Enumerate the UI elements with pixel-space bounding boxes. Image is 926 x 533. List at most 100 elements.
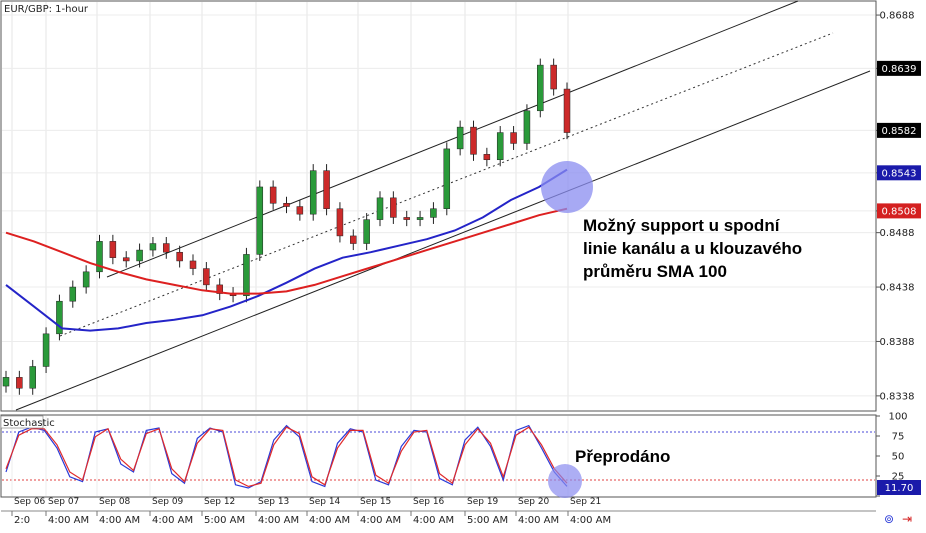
time-date-label-6: Sep 14 — [309, 497, 341, 507]
candle-body-15 — [203, 268, 210, 286]
time-label-1: 4:00 AM — [48, 515, 89, 526]
candle-body-34 — [456, 126, 464, 150]
time-date-label-10: Sep 20 — [518, 497, 550, 507]
candle-body-18 — [243, 254, 250, 297]
time-label-6: 4:00 AM — [309, 515, 350, 526]
candle-body-32 — [430, 208, 437, 218]
price-badge-label-2: 0.8543 — [882, 168, 917, 179]
candle-body-22 — [296, 206, 304, 215]
candle-body-7 — [96, 241, 103, 273]
candle-body-20 — [269, 186, 277, 204]
price-tick-label-7: 0.8388 — [880, 337, 915, 348]
candle-body-40 — [537, 64, 544, 112]
stochastic-line-pct-d — [5, 426, 568, 488]
stochastic-title-bg — [0, 415, 44, 429]
price-axis: 0.8688 0.8488 0.8438 0.8388 0.8338 — [876, 11, 915, 402]
price-badge-0 — [877, 60, 921, 76]
candle-body-35 — [470, 126, 477, 155]
time-date-label-4: Sep 12 — [204, 497, 235, 507]
candle-body-16 — [216, 284, 223, 294]
time-date-label-9: Sep 19 — [467, 497, 499, 507]
price-tick-label-0: 0.8688 — [880, 11, 915, 22]
stoch-tick-label-2: 50 — [892, 452, 905, 463]
time-label-10: 4:00 AM — [518, 515, 559, 526]
ma-line-sma-100 — [5, 168, 568, 332]
price-badge-1 — [877, 122, 921, 138]
time-label-8: 4:00 AM — [413, 515, 454, 526]
time-label-3: 4:00 AM — [152, 515, 193, 526]
time-label-5: 4:00 AM — [258, 515, 299, 526]
candle-body-0 — [2, 377, 10, 387]
ma-line-sma-200 — [5, 207, 568, 295]
oversold-annotation: Přeprodáno — [575, 447, 670, 466]
price-badge-2 — [877, 165, 921, 181]
candles — [2, 58, 571, 395]
candle-body-4 — [56, 300, 63, 335]
candle-body-26 — [350, 235, 357, 244]
support-highlight-circle — [541, 161, 593, 213]
candle-body-31 — [416, 217, 424, 220]
price-badge-3 — [877, 203, 921, 219]
candle-body-13 — [176, 251, 183, 262]
time-axis: Sep 06 Sep 07 Sep 08 Sep 09 Sep 12 Sep 13 Sep … — [11, 497, 611, 526]
time-date-label-8: Sep 16 — [413, 497, 445, 507]
candle-body-36 — [483, 154, 491, 161]
candle-body-3 — [42, 333, 50, 367]
time-date-label-11: Sep 21 — [570, 497, 601, 507]
time-label-0: 2:0 — [14, 515, 30, 526]
time-date-label-0: Sep 06 — [14, 497, 46, 507]
price-tick-label-5: 0.8488 — [880, 228, 915, 239]
candle-body-8 — [109, 241, 117, 258]
candle-body-6 — [82, 271, 90, 288]
chart-title: EUR/GBP: 1-hour — [4, 4, 89, 15]
price-badge-label-1: 0.8582 — [882, 126, 917, 137]
time-label-7: 4:00 AM — [360, 515, 401, 526]
candle-body-38 — [510, 132, 517, 144]
candle-body-1 — [16, 377, 23, 389]
stochastic-value-label: 11.70 — [885, 483, 914, 494]
oversold-highlight-circle — [548, 464, 582, 498]
stochastic-lines — [5, 424, 568, 489]
time-label-2: 4:00 AM — [99, 515, 140, 526]
candle-body-10 — [136, 249, 143, 262]
candle-body-25 — [336, 208, 344, 237]
candle-body-2 — [29, 366, 36, 389]
scroll-arrow-icon[interactable]: ⇥ — [902, 512, 912, 526]
stochastic-axis: 100 75 50 25 — [876, 412, 908, 497]
candle-body-37 — [496, 132, 504, 161]
candle-body-33 — [443, 148, 451, 209]
stochastic-pane-frame — [0, 414, 877, 498]
price-badge-label-0: 0.8639 — [882, 64, 917, 75]
price-badges: 0.8639 0.8582 0.8543 0.8508 — [877, 60, 921, 219]
candle-body-29 — [390, 197, 397, 218]
price-tick-label-6: 0.8438 — [880, 283, 915, 294]
candle-body-41 — [550, 64, 557, 90]
time-label-9: 5:00 AM — [467, 515, 508, 526]
stochastic-value-badge — [877, 480, 921, 495]
link-icon[interactable]: ⊚ — [884, 512, 894, 526]
annotation-line-1: Možný support u spodní — [583, 216, 781, 235]
price-badge-label-3: 0.8508 — [882, 206, 917, 217]
trend-channel — [15, 0, 871, 411]
candle-body-5 — [69, 286, 77, 302]
channel-upper-line — [106, 0, 799, 278]
candle-body-30 — [403, 217, 410, 220]
stoch-tick-label-0: 100 — [888, 412, 907, 423]
time-label-4: 5:00 AM — [204, 515, 245, 526]
candle-body-12 — [163, 243, 170, 253]
candle-body-23 — [309, 170, 317, 215]
candle-body-9 — [122, 257, 130, 262]
annotation-line-3: průměru SMA 100 — [583, 262, 727, 281]
stoch-tick-label-3: 25 — [892, 472, 905, 483]
candle-body-24 — [323, 170, 330, 209]
stochastic-title: Stochastic — [3, 418, 55, 429]
time-date-label-2: Sep 08 — [99, 497, 131, 507]
moving-averages — [5, 168, 568, 332]
grid — [2, 2, 875, 410]
candle-body-39 — [523, 110, 531, 144]
candle-body-14 — [189, 260, 197, 269]
stoch-tick-label-1: 75 — [892, 432, 905, 443]
candle-body-21 — [283, 203, 290, 207]
candle-body-28 — [376, 197, 384, 220]
